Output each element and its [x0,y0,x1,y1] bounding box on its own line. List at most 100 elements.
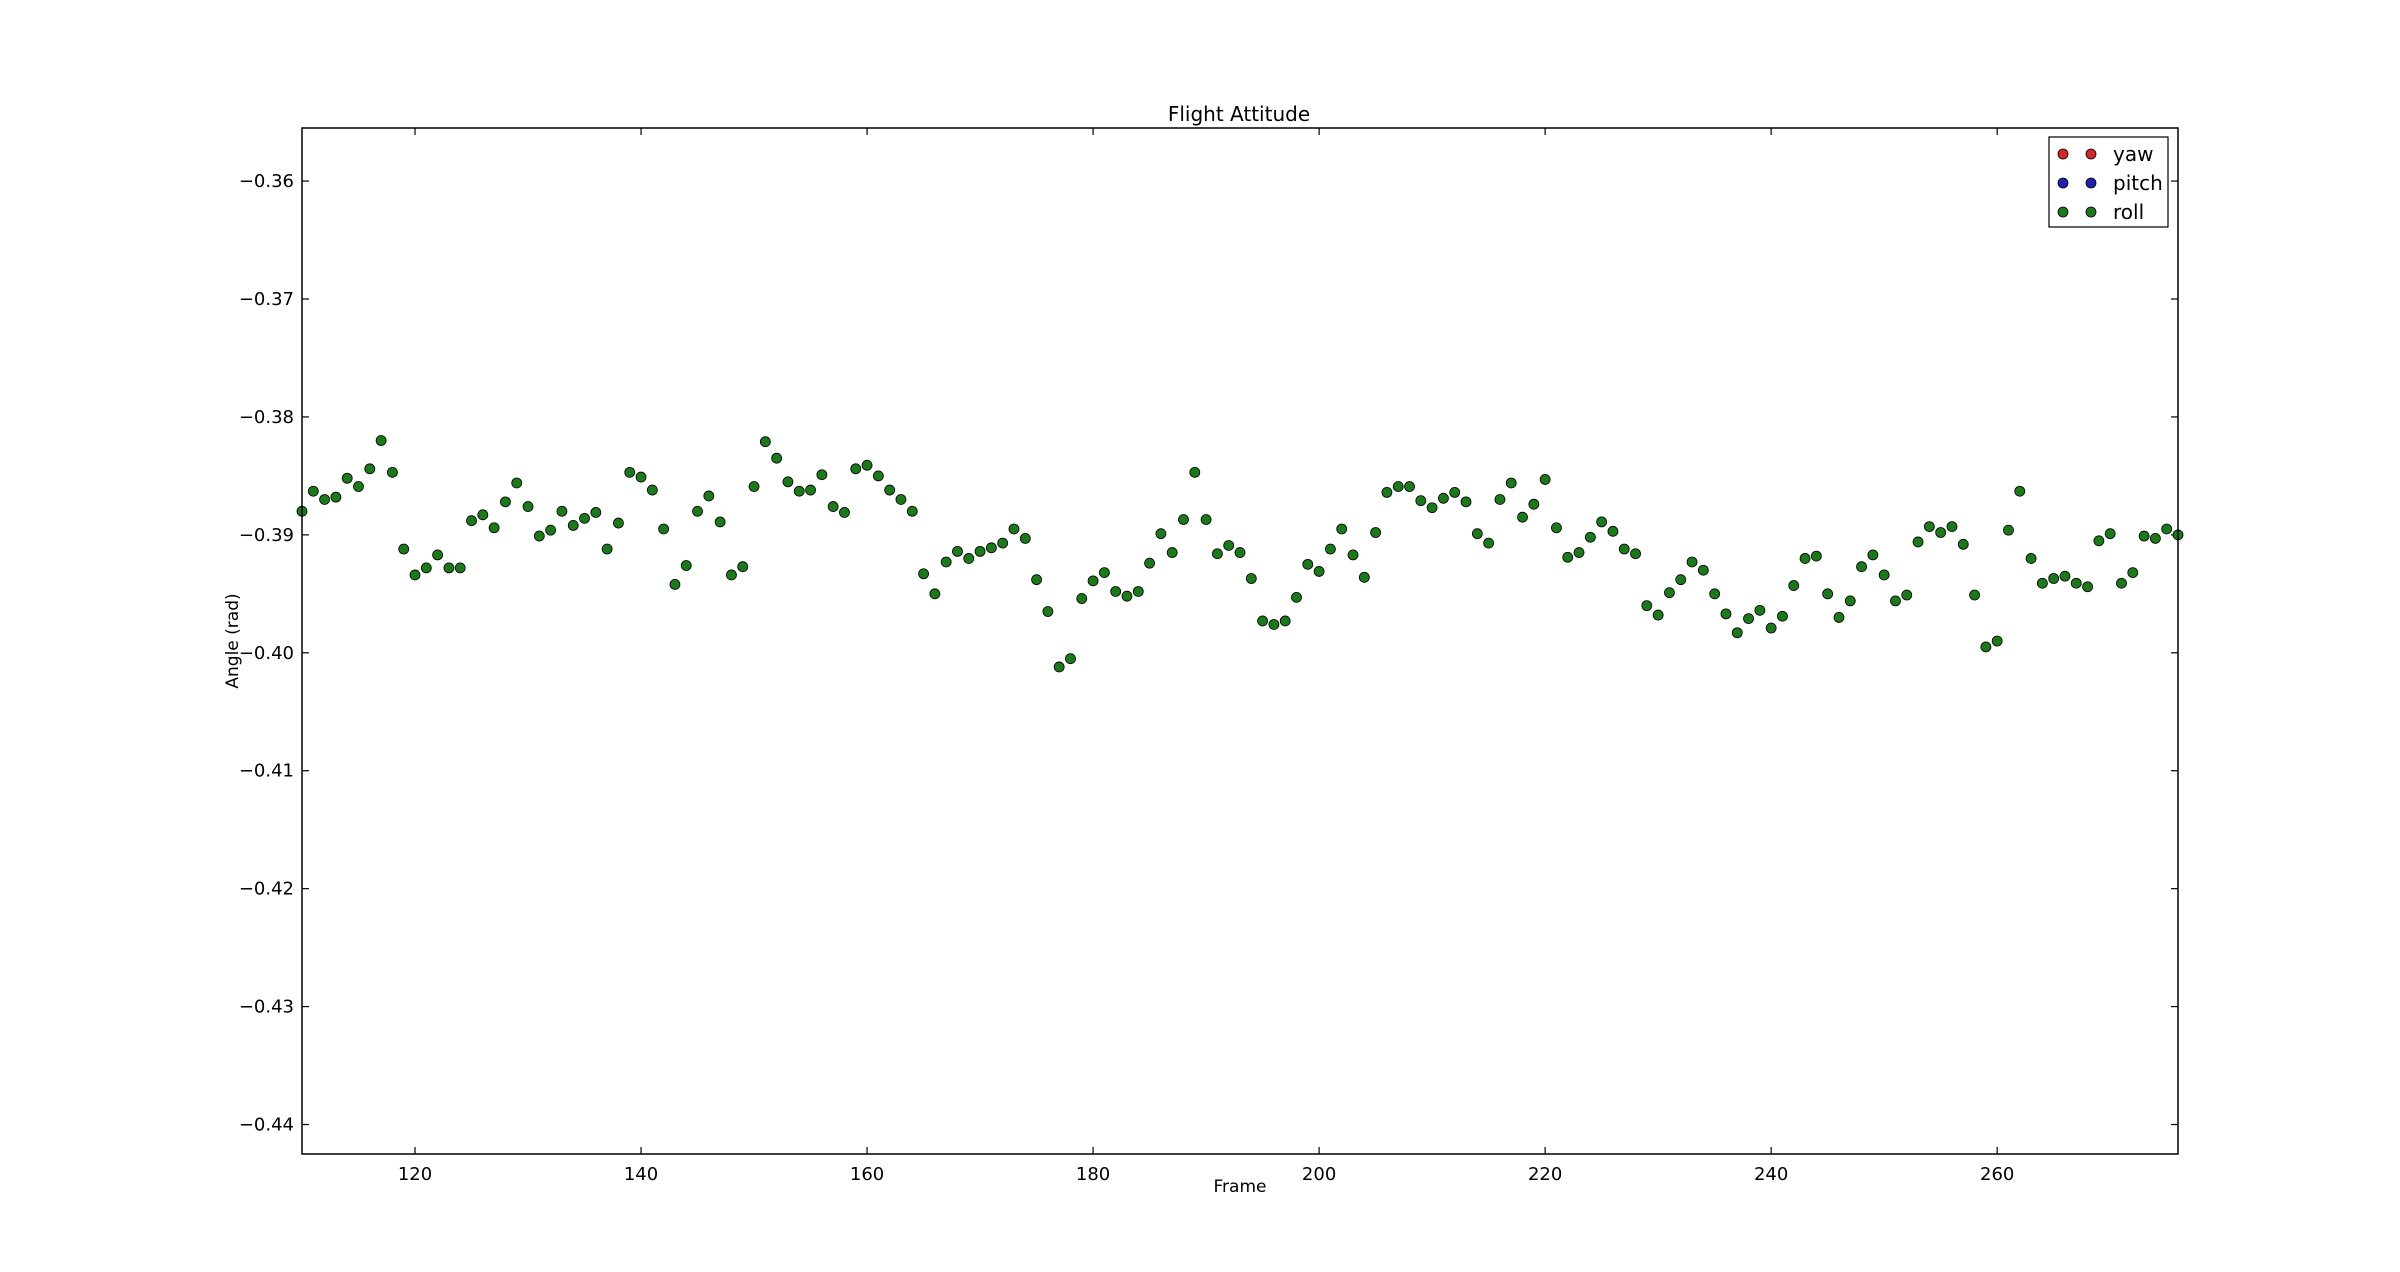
data-point-roll [1901,589,1913,601]
data-point-roll [1336,523,1348,535]
data-point-roll [1822,588,1834,600]
x-tick-label: 120 [398,1164,432,1185]
data-point-roll [1923,521,1935,533]
data-point-roll [646,484,658,496]
data-point-roll [2059,570,2071,582]
data-point-roll [443,562,455,574]
y-tick-label: −0.39 [239,525,294,546]
data-point-roll [985,542,997,554]
data-point-roll [579,512,590,524]
data-point-roll [1347,549,1359,561]
data-point-roll [1969,589,1980,601]
data-point-roll [1980,641,1992,653]
data-point-roll [816,469,828,481]
data-point-roll [1799,553,1811,564]
data-point-roll [1517,511,1528,523]
data-point-roll [861,459,873,471]
data-point-roll [1664,587,1675,599]
data-point-roll [1415,495,1427,507]
data-point-roll [1935,527,1947,538]
data-point-roll [1675,574,1687,586]
data-point-roll [1087,575,1099,587]
data-point-roll [1890,595,1901,607]
data-point-roll [420,562,432,574]
data-point-roll [1404,481,1415,492]
data-point-roll [1562,551,1574,563]
data-point-roll [1325,543,1336,555]
data-point-roll [1878,569,1890,581]
data-point-roll [805,484,816,496]
x-tick-label: 160 [850,1164,884,1185]
y-tick-label: −0.36 [239,171,294,192]
data-point-roll [353,481,364,492]
data-point-roll [1189,466,1201,478]
data-point-roll [737,561,749,573]
y-axis-label: Angle (rad) [223,593,243,688]
data-point-roll [963,553,975,564]
data-point-roll [488,522,500,534]
data-point-roll [613,517,624,529]
data-point-roll [1257,615,1269,627]
y-tick-label: −0.41 [239,761,294,782]
legend-marker-pitch [2085,177,2097,189]
y-tick-label: −0.44 [239,1115,294,1136]
data-point-roll [884,484,896,496]
data-point-roll [1686,556,1698,568]
ticks-layer: 120 140 160 180 200 220 240 260 −0.36 −0.37 −0.38 −… [239,128,2178,1185]
plot-area [301,127,2179,1155]
data-point-roll [1810,550,1822,562]
data-point-roll [1245,573,1257,584]
data-point-roll [1720,608,1732,620]
data-point-roll [2070,577,2082,589]
data-point-roll [2149,533,2161,544]
data-point-roll [567,520,579,531]
data-point-roll [635,471,647,483]
chart-title: Flight Attitude [1168,102,1310,126]
legend-entry-yaw: yaw [2057,142,2153,166]
data-point-roll [1042,606,1054,617]
data-point-roll [2025,553,2037,564]
data-point-roll [2127,567,2139,578]
data-point-roll [398,543,410,555]
data-point-roll [1313,566,1325,577]
x-tick-label: 240 [1754,1164,1788,1185]
data-point-roll [1291,591,1302,603]
data-point-roll [533,530,545,542]
data-point-roll [522,501,534,512]
data-point-roll [2104,528,2116,540]
data-point-roll [1551,522,1562,534]
data-point-roll [1607,525,1619,537]
x-tick-label: 140 [624,1164,658,1185]
data-point-roll [1053,661,1065,673]
x-tick-label: 180 [1076,1164,1110,1185]
data-point-roll [1912,536,1924,548]
data-point-roll [545,524,557,536]
x-tick-label: 260 [1980,1164,2014,1185]
data-point-roll [1596,516,1608,528]
data-point-roll [341,472,353,484]
data-point-roll [827,501,839,512]
data-point-roll [703,490,715,502]
data-point-roll [1370,527,1382,538]
data-point-roll [1788,580,1800,591]
data-point-roll [1957,538,1969,550]
data-point-roll [726,569,737,581]
data-point-roll [1483,537,1495,549]
data-point-roll [1991,635,2003,647]
data-point-roll [1076,593,1088,604]
data-point-roll [1302,558,1314,570]
data-point-roll [918,568,929,580]
data-point-roll [1392,481,1404,492]
data-point-roll [511,477,523,489]
x-axis-label: Frame [1214,1177,1267,1197]
y-tick-label: −0.38 [239,407,294,428]
data-point-roll [714,516,726,528]
data-point-roll [1528,498,1540,510]
data-point-roll [409,569,421,581]
data-point-roll [782,476,794,488]
data-point-roll [1505,477,1517,489]
x-tick-label: 220 [1528,1164,1562,1185]
data-point-roll [1155,528,1167,540]
legend-marker-roll [2085,206,2097,218]
